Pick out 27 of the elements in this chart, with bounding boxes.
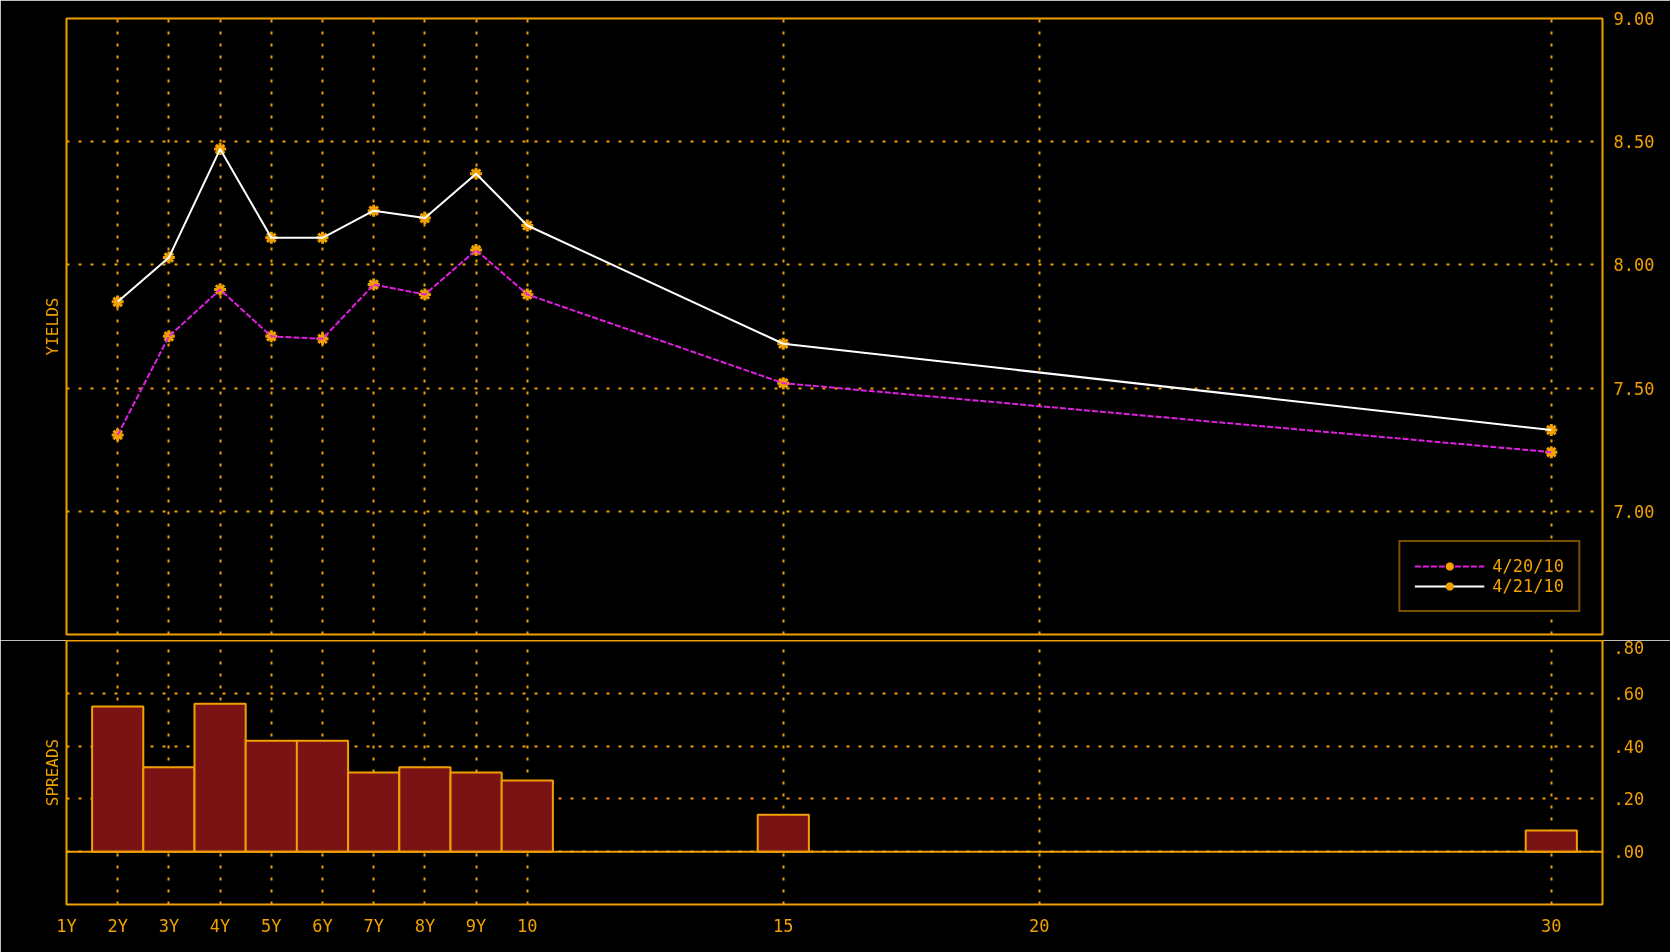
legend-label: 4/20/10 bbox=[1492, 556, 1564, 576]
y-axis-title: SPREADS bbox=[42, 738, 62, 807]
x-tick-label: 7Y bbox=[363, 915, 384, 936]
x-tick-label: 15 bbox=[773, 915, 794, 936]
x-tick-label: 10 bbox=[517, 915, 538, 936]
x-tick-label: 8Y bbox=[414, 915, 436, 936]
y-tick-label: 9.00 bbox=[1613, 9, 1655, 29]
y-tick-label: 8.00 bbox=[1613, 255, 1655, 276]
legend-label: 4/21/10 bbox=[1492, 576, 1564, 596]
y-axis-title: YIELDS bbox=[42, 297, 62, 356]
y-tick-label: .80 bbox=[1613, 637, 1645, 658]
x-tick-label: 1Y bbox=[56, 915, 77, 936]
x-tick-label: 5Y bbox=[261, 915, 282, 936]
x-tick-label: 30 bbox=[1541, 915, 1562, 936]
x-tick-label: 20 bbox=[1029, 915, 1050, 936]
y-tick-label: .60 bbox=[1613, 683, 1645, 704]
y-tick-label: 7.50 bbox=[1613, 378, 1655, 399]
y-tick-label: .20 bbox=[1613, 789, 1645, 810]
y-tick-label: .00 bbox=[1613, 842, 1645, 863]
x-tick-label: 6Y bbox=[312, 915, 333, 936]
x-tick-label: 9Y bbox=[465, 915, 487, 936]
y-tick-label: .40 bbox=[1613, 736, 1645, 757]
x-tick-label: 3Y bbox=[158, 915, 180, 936]
y-tick-label: 7.00 bbox=[1613, 501, 1655, 522]
x-tick-label: 4Y bbox=[209, 915, 231, 936]
x-tick-label: 2Y bbox=[107, 915, 128, 936]
y-tick-label: 8.50 bbox=[1613, 132, 1655, 153]
